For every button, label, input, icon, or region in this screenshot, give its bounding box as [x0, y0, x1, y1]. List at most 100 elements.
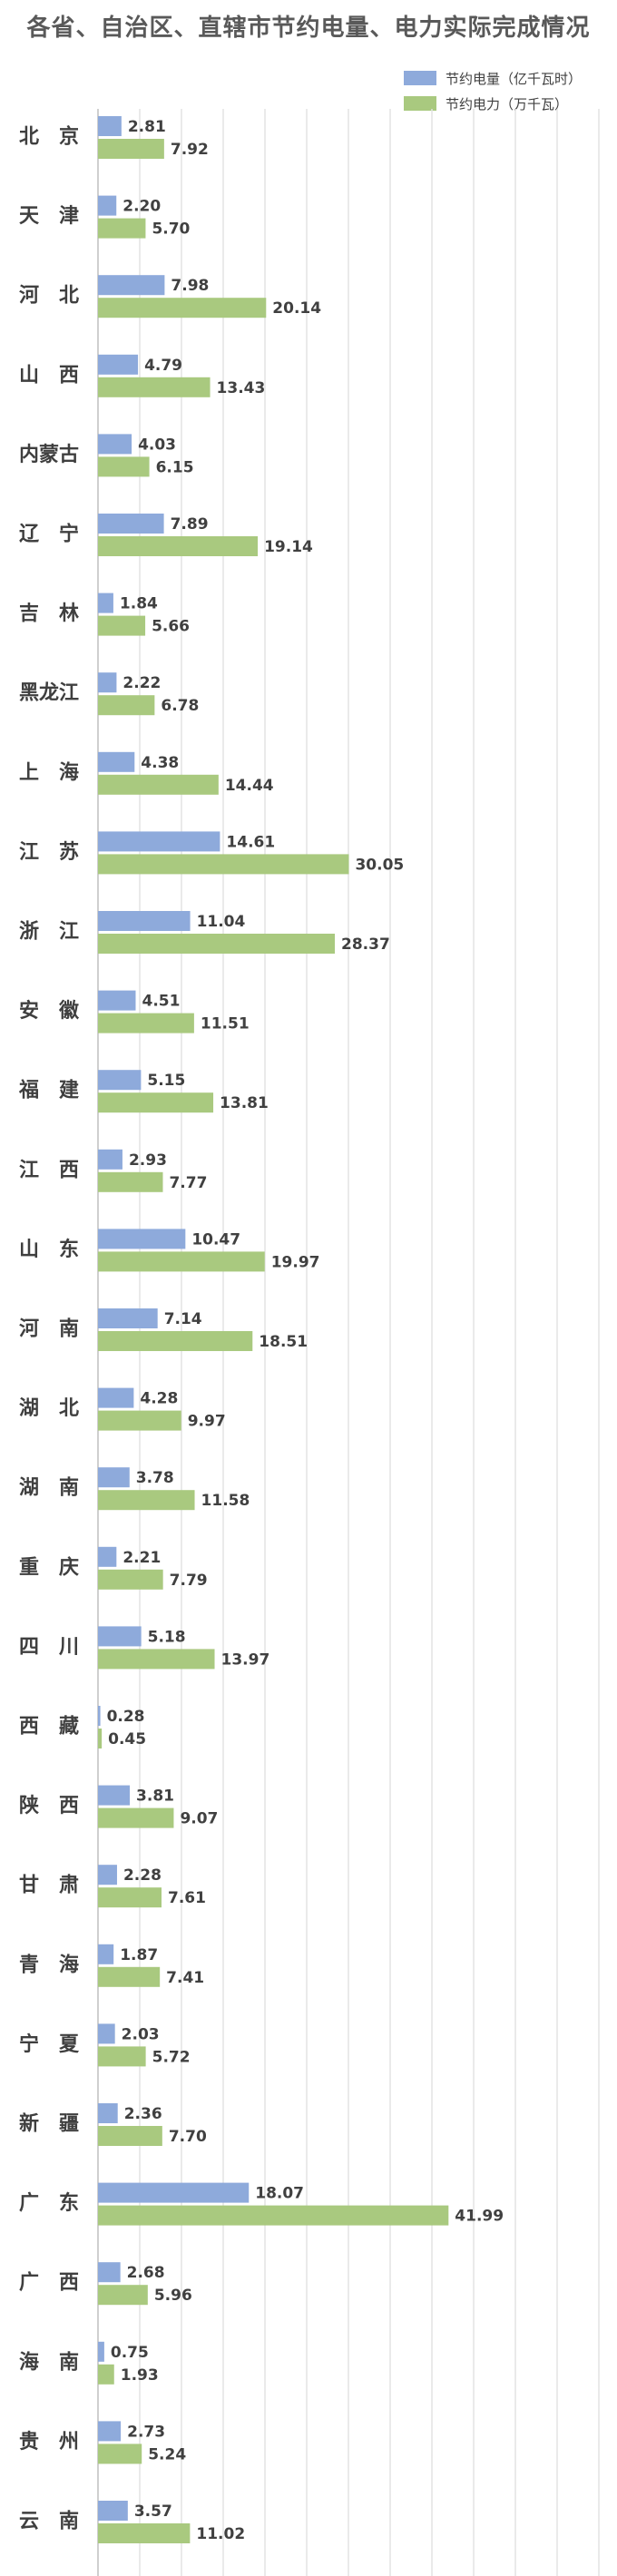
category-label: 西 藏	[19, 1716, 79, 1739]
data-label-power: 7.41	[166, 1969, 204, 1987]
bar-electricity	[98, 2501, 128, 2521]
bar-electricity	[98, 1626, 142, 1647]
category-label: 新 疆	[19, 2112, 79, 2136]
data-label-power: 5.96	[154, 2287, 192, 2305]
category-label: 辽 宁	[19, 523, 79, 546]
category-label: 北 京	[19, 125, 79, 149]
data-label-electricity: 2.93	[129, 1151, 167, 1170]
bar-electricity	[98, 1467, 130, 1488]
category-label: 湖 北	[19, 1397, 79, 1420]
bar-power	[98, 298, 267, 318]
bar-electricity	[98, 831, 220, 852]
data-label-power: 7.77	[169, 1174, 207, 1192]
data-label-electricity: 1.84	[120, 595, 158, 613]
data-label-electricity: 4.03	[138, 436, 176, 454]
category-label: 重 庆	[19, 1555, 79, 1579]
bar-electricity	[98, 672, 117, 693]
data-label-power: 13.43	[217, 379, 266, 397]
data-label-power: 7.61	[168, 1889, 206, 1907]
data-label-electricity: 7.14	[164, 1310, 202, 1328]
data-label-electricity: 0.75	[111, 2344, 149, 2362]
category-label: 上 海	[19, 760, 79, 784]
bar-electricity	[98, 1149, 122, 1170]
bar-electricity	[98, 1546, 117, 1567]
bar-power	[98, 1729, 103, 1748]
bar-electricity	[98, 1865, 117, 1885]
data-label-electricity: 1.87	[120, 1946, 158, 1964]
legend-swatch-power	[404, 96, 436, 111]
bar-power	[98, 1569, 163, 1590]
data-label-electricity: 3.81	[136, 1788, 174, 1806]
category-label: 黑龙江	[19, 682, 79, 705]
bar-electricity	[98, 2182, 250, 2203]
bar-power	[98, 2523, 191, 2543]
data-label-power: 5.24	[148, 2445, 186, 2463]
bar-power	[98, 2364, 114, 2385]
bar-power	[98, 615, 146, 636]
data-label-power: 30.05	[355, 856, 404, 874]
bar-power	[98, 695, 155, 716]
bar-electricity	[98, 2421, 122, 2442]
data-label-electricity: 2.73	[127, 2423, 165, 2441]
bar-power	[98, 2285, 148, 2306]
data-label-power: 19.97	[271, 1253, 320, 1271]
category-label: 宁 夏	[19, 2032, 80, 2056]
category-label: 安 徽	[19, 999, 80, 1023]
category-label: 海 南	[19, 2350, 79, 2374]
bar-electricity	[98, 1785, 131, 1806]
category-label: 甘 肃	[19, 1874, 79, 1897]
category-label: 贵 州	[19, 2431, 79, 2454]
bar-electricity	[98, 911, 191, 931]
category-label: 江 苏	[19, 840, 79, 864]
data-label-power: 7.92	[171, 141, 209, 159]
category-label: 福 建	[18, 1080, 79, 1102]
legend-item-electricity: 节约电量（亿千瓦时）	[404, 65, 582, 91]
bar-power	[98, 218, 146, 239]
bar-power	[98, 1171, 163, 1192]
data-label-power: 28.37	[341, 935, 390, 954]
category-label: 四 川	[19, 1636, 79, 1659]
bar-electricity	[98, 275, 165, 296]
bar-electricity	[98, 354, 139, 375]
data-label-electricity: 2.03	[122, 2025, 160, 2043]
bar-power	[98, 1092, 214, 1113]
data-label-power: 7.70	[169, 2128, 207, 2146]
bar-electricity	[98, 751, 135, 772]
bar-power	[98, 774, 219, 795]
data-label-electricity: 3.78	[136, 1469, 174, 1487]
data-label-electricity: 4.79	[144, 357, 182, 375]
data-label-power: 6.15	[156, 458, 194, 476]
bar-power	[98, 2126, 162, 2146]
bar-power	[98, 139, 164, 159]
data-label-power: 11.02	[196, 2525, 245, 2543]
bar-electricity	[98, 1229, 186, 1249]
data-label-power: 5.70	[152, 220, 190, 239]
bar-power	[98, 2205, 449, 2226]
bar-power	[98, 456, 150, 477]
bar-power	[98, 1807, 174, 1828]
bar-electricity	[98, 2341, 104, 2362]
category-label: 河 北	[19, 285, 79, 308]
category-label: 江 西	[19, 1159, 79, 1181]
category-label: 湖 南	[19, 1477, 79, 1500]
data-label-power: 20.14	[272, 299, 321, 318]
legend-label-electricity: 节约电量（亿千瓦时）	[446, 70, 583, 87]
data-label-electricity: 7.98	[171, 277, 209, 295]
data-label-electricity: 2.22	[122, 674, 161, 692]
category-label: 陕 西	[19, 1795, 79, 1817]
bar-power	[98, 854, 349, 875]
data-label-power: 11.58	[201, 1492, 250, 1510]
bar-electricity	[98, 2262, 121, 2283]
legend: 节约电量（亿千瓦时） 节约电力（万千瓦）	[404, 65, 582, 116]
bar-power	[98, 1649, 215, 1670]
category-label: 山 东	[19, 1238, 79, 1261]
data-label-power: 9.07	[180, 1810, 218, 1828]
data-label-electricity: 2.36	[124, 2105, 162, 2123]
category-label: 浙 江	[19, 921, 79, 944]
data-label-electricity: 3.57	[134, 2503, 172, 2521]
bar-electricity	[98, 1308, 158, 1328]
bar-electricity	[98, 195, 117, 216]
bar-power	[98, 1251, 265, 1272]
category-label: 河 南	[19, 1318, 79, 1341]
data-label-power: 13.81	[220, 1094, 269, 1112]
